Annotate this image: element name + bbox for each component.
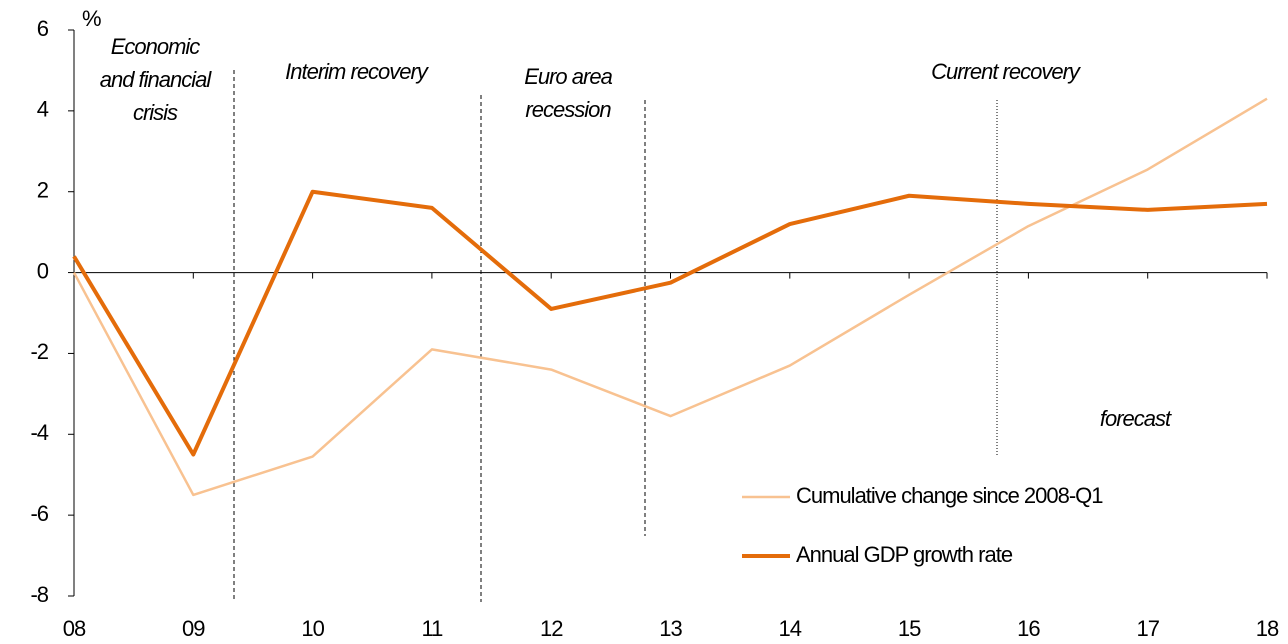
series-line <box>72 189 1268 457</box>
annotation: and financial <box>100 67 213 92</box>
y-tick-label: 0 <box>37 258 49 283</box>
x-tick-label: 15 <box>898 616 921 641</box>
annotation: Euro area <box>524 64 612 89</box>
y-tick-label: 4 <box>37 97 49 122</box>
x-tick-label: 14 <box>779 616 802 641</box>
annotation: Economic <box>111 34 201 59</box>
x-tick-label: 13 <box>659 616 682 641</box>
x-tick-label: 10 <box>301 616 324 641</box>
x-tick-label: 09 <box>182 616 205 641</box>
legend-label: Cumulative change since 2008-Q1 <box>796 483 1103 508</box>
series-line <box>72 97 1268 497</box>
annotation: Interim recovery <box>285 59 430 84</box>
x-tick-label: 16 <box>1017 616 1040 641</box>
annotation: Current recovery <box>931 59 1082 84</box>
x-tick-label: 17 <box>1136 616 1159 641</box>
y-tick-label: 6 <box>37 16 49 41</box>
x-tick-label: 12 <box>540 616 563 641</box>
y-tick-label: -2 <box>30 339 48 364</box>
x-tick-label: 08 <box>63 616 86 641</box>
y-axis-label: % <box>82 6 101 31</box>
annotation: forecast <box>1100 406 1172 431</box>
annotation: crisis <box>133 100 178 125</box>
y-tick-label: -8 <box>30 582 48 607</box>
y-tick-label: -4 <box>30 420 48 445</box>
period-dividers <box>233 70 998 602</box>
x-tick-label: 11 <box>421 616 443 641</box>
x-tick-label: 18 <box>1256 616 1279 641</box>
annotation: recession <box>525 97 611 122</box>
legend-label: Annual GDP growth rate <box>796 542 1013 567</box>
y-tick-label: -6 <box>30 501 48 526</box>
y-tick-label: 2 <box>37 178 49 203</box>
